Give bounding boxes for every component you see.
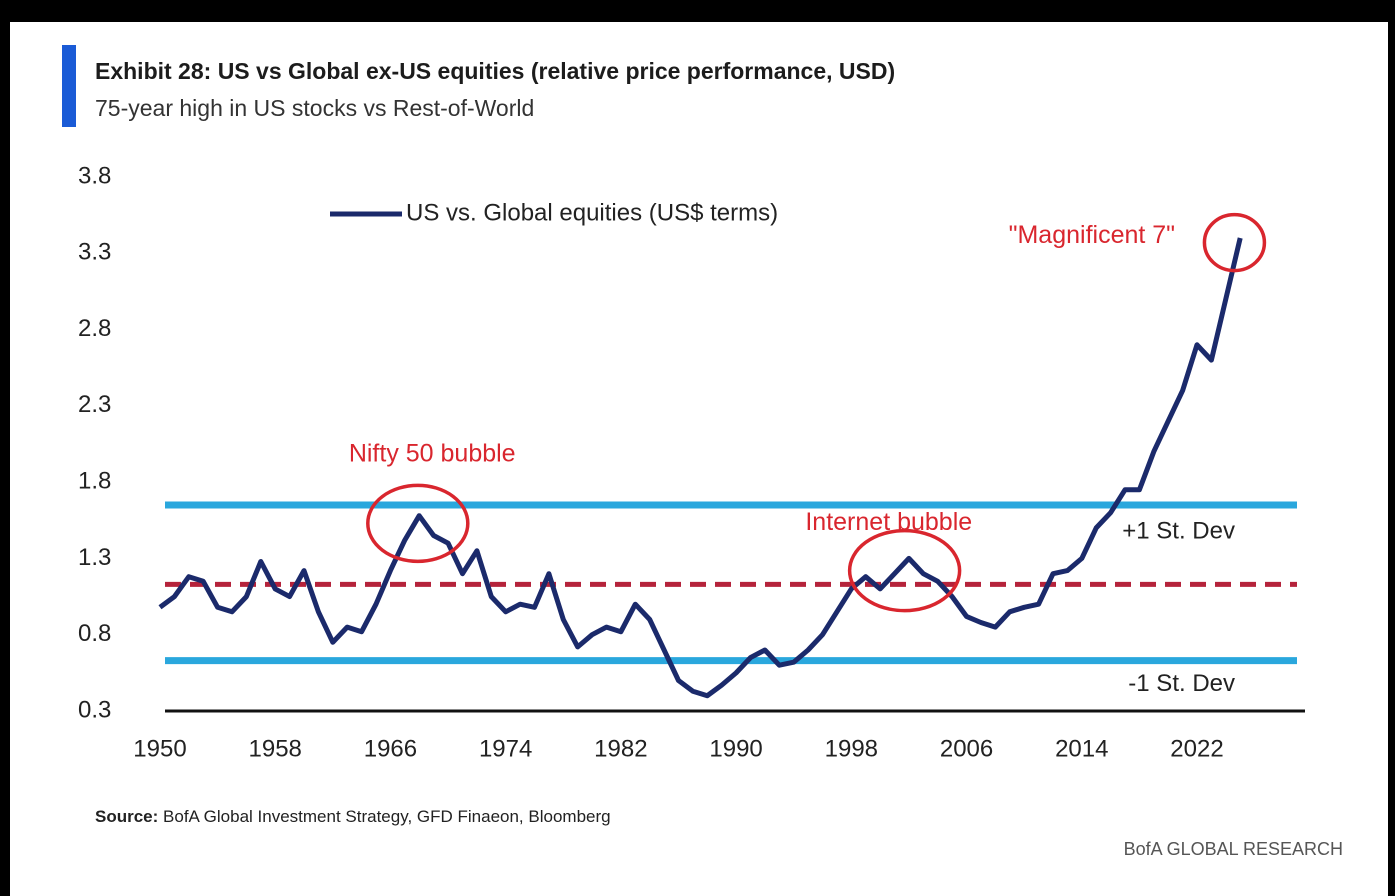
reference-label: -1 St. Dev bbox=[1128, 670, 1235, 697]
x-tick-label: 1966 bbox=[364, 735, 417, 762]
panel bbox=[10, 22, 1388, 896]
x-tick-label: 1990 bbox=[709, 735, 762, 762]
y-tick-label: 2.3 bbox=[78, 391, 111, 418]
footer: BofA GLOBAL RESEARCH bbox=[1124, 839, 1343, 859]
reference-label: +1 St. Dev bbox=[1122, 517, 1235, 544]
annotation-circle bbox=[366, 483, 470, 564]
y-tick-label: 3.3 bbox=[78, 239, 111, 266]
y-tick-label: 1.8 bbox=[78, 467, 111, 494]
x-tick-label: 1998 bbox=[825, 735, 878, 762]
y-tick-label: 1.3 bbox=[78, 544, 111, 571]
x-tick-label: 1950 bbox=[133, 735, 186, 762]
y-tick-label: 3.8 bbox=[78, 162, 111, 189]
accent-bar bbox=[62, 45, 76, 127]
source: Source: BofA Global Investment Strategy,… bbox=[95, 807, 611, 826]
annotation: Nifty 50 bubble bbox=[349, 439, 516, 467]
x-tick-label: 2022 bbox=[1170, 735, 1223, 762]
data-line bbox=[158, 237, 1243, 699]
annotation: "Magnificent 7" bbox=[1009, 221, 1175, 249]
legend-label: US vs. Global equities (US$ terms) bbox=[406, 199, 778, 226]
source-label: Source: bbox=[95, 807, 158, 826]
y-tick-label: 2.8 bbox=[78, 315, 111, 342]
x-tick-label: 2006 bbox=[940, 735, 993, 762]
source-text: BofA Global Investment Strategy, GFD Fin… bbox=[158, 807, 610, 826]
y-tick-label: 0.8 bbox=[78, 620, 111, 647]
annotation-circle bbox=[1202, 212, 1267, 273]
annotation-circle bbox=[847, 528, 962, 613]
y-tick-label: 0.3 bbox=[78, 696, 111, 723]
x-tick-label: 1958 bbox=[249, 735, 302, 762]
x-tick-label: 1974 bbox=[479, 735, 532, 762]
x-tick-label: 1982 bbox=[594, 735, 647, 762]
chart-subtitle: 75-year high in US stocks vs Rest-of-Wor… bbox=[95, 95, 534, 121]
chart-title: Exhibit 28: US vs Global ex-US equities … bbox=[95, 58, 895, 84]
x-tick-label: 2014 bbox=[1055, 735, 1108, 762]
